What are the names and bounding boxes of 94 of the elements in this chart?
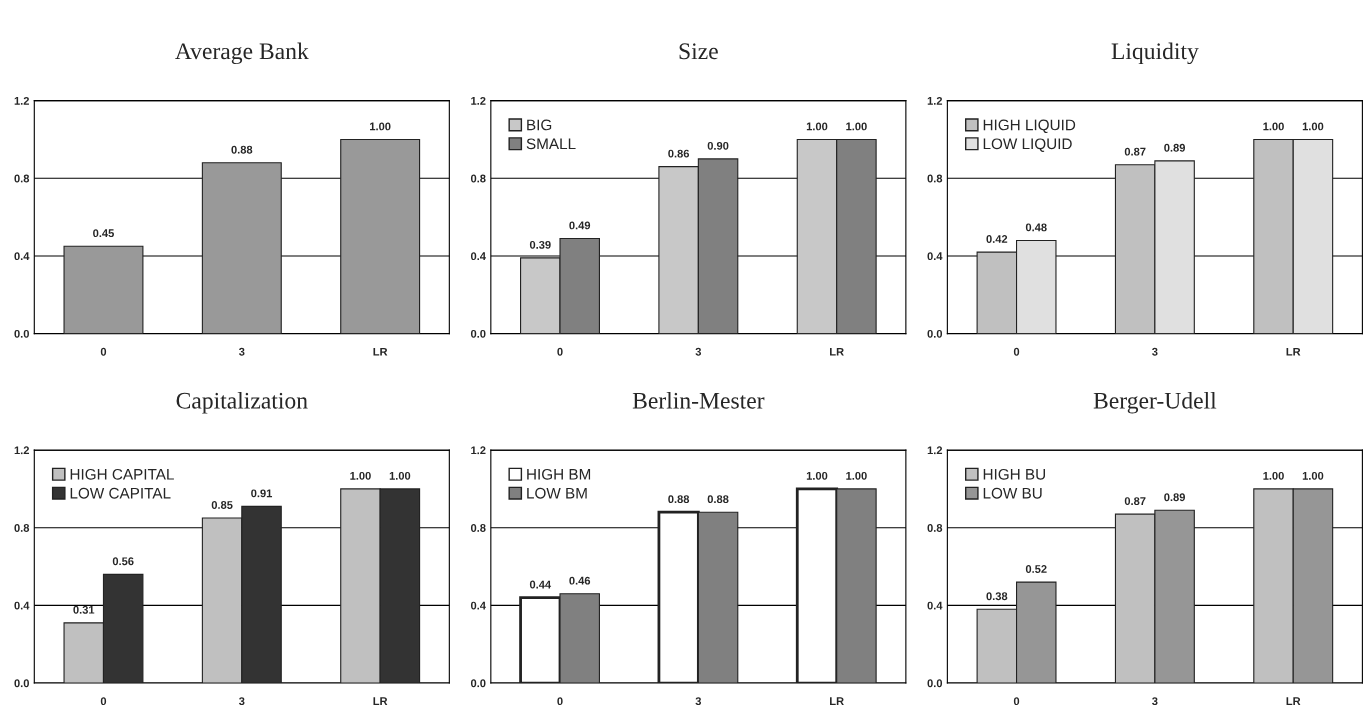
- data-label: 1.00: [370, 122, 391, 131]
- x-tick-label: 0: [1013, 697, 1020, 706]
- legend-label: HIGH CAPITAL: [70, 468, 174, 480]
- chart-title: Capitalization: [176, 392, 308, 414]
- data-label: 0.44: [529, 580, 552, 589]
- y-tick-label: 0.8: [927, 174, 943, 183]
- y-tick-label: 0.4: [14, 252, 30, 261]
- y-tick-label: 0.8: [470, 174, 486, 183]
- data-label: 0.39: [529, 240, 551, 249]
- y-tick-label: 0.0: [470, 679, 486, 688]
- data-label: 0.46: [569, 576, 591, 585]
- legend-label: BIG: [527, 119, 552, 131]
- y-tick-label: 0.8: [14, 524, 30, 532]
- bar: [63, 245, 144, 334]
- legend-label: LOW BM: [527, 487, 587, 499]
- data-label: 0.86: [668, 149, 690, 158]
- bar: [201, 162, 282, 334]
- x-tick-label: LR: [830, 697, 844, 705]
- data-label: 0.88: [668, 495, 690, 504]
- y-tick-label: 0.8: [14, 174, 30, 183]
- y-tick-label: 0.4: [470, 252, 486, 261]
- bar: [340, 138, 421, 334]
- y-tick-label: 0.4: [927, 252, 943, 261]
- data-label: 0.90: [707, 141, 729, 150]
- data-label: 0.88: [231, 145, 253, 154]
- data-label: 0.89: [1164, 493, 1185, 502]
- data-label: 1.00: [1302, 122, 1324, 131]
- data-label: 0.38: [986, 592, 1008, 601]
- chart-title: Berger-Udell: [1093, 392, 1217, 414]
- y-tick-label: 0.8: [470, 524, 486, 532]
- x-tick-label: 3: [238, 697, 245, 706]
- y-tick-label: 0.0: [927, 679, 943, 688]
- data-label: 1.00: [846, 471, 867, 480]
- y-tick-label: 1.2: [471, 96, 486, 105]
- x-tick-label: LR: [373, 697, 388, 705]
- y-tick-label: 0.4: [927, 601, 943, 610]
- y-tick-label: 1.2: [14, 96, 29, 105]
- data-label: 0.85: [211, 501, 233, 509]
- legend-label: LOW CAPITAL: [70, 487, 171, 499]
- legend-label: HIGH BM: [527, 468, 591, 480]
- x-tick-label: 3: [695, 697, 702, 706]
- data-label: 1.00: [389, 471, 411, 480]
- y-tick-label: 1.2: [927, 96, 943, 105]
- data-label: 0.52: [1025, 565, 1047, 573]
- data-label: 0.91: [251, 489, 273, 498]
- data-label: 1.00: [350, 471, 371, 480]
- chart-title: Size: [679, 43, 718, 60]
- y-tick-label: 0.4: [14, 601, 30, 610]
- y-tick-label: 0.0: [14, 329, 29, 338]
- x-tick-label: 0: [557, 347, 563, 356]
- data-label: 0.56: [112, 557, 134, 566]
- y-tick-label: 0.0: [470, 329, 486, 338]
- data-label: 1.00: [1263, 122, 1284, 131]
- data-label: 0.87: [1124, 147, 1146, 156]
- x-tick-label: 0: [1013, 347, 1020, 356]
- data-label: 1.00: [806, 122, 828, 131]
- legend-label: LOW BU: [983, 487, 1042, 499]
- data-label: 0.45: [93, 229, 114, 238]
- data-label: 0.48: [1025, 223, 1047, 232]
- data-label: 0.31: [73, 605, 95, 614]
- legend-label: LOW LIQUID: [983, 138, 1072, 152]
- data-label: 1.00: [846, 122, 867, 131]
- data-label: 1.00: [806, 471, 828, 480]
- x-tick-label: 3: [1152, 697, 1158, 706]
- legend-label: HIGH LIQUID: [983, 119, 1076, 134]
- data-label: 1.00: [1263, 471, 1284, 480]
- x-tick-label: LR: [1286, 697, 1301, 705]
- data-label: 0.89: [1164, 143, 1185, 152]
- data-label: 0.87: [1124, 497, 1146, 506]
- legend-label: SMALL: [526, 138, 576, 150]
- legend-label: HIGH BU: [983, 468, 1045, 480]
- y-tick-label: 1.2: [471, 446, 486, 455]
- y-tick-label: 0.8: [927, 524, 943, 532]
- chart-title: Liquidity: [1111, 42, 1199, 65]
- y-tick-label: 0.4: [470, 601, 486, 610]
- y-tick-label: 1.2: [14, 446, 29, 455]
- x-tick-label: LR: [373, 347, 388, 356]
- chart-title: Average Bank: [175, 42, 309, 65]
- x-tick-label: 0: [557, 697, 563, 706]
- chart-title: Berlin-Mester: [632, 392, 765, 409]
- x-tick-label: 3: [1152, 347, 1158, 356]
- y-tick-label: 0.0: [14, 679, 29, 688]
- x-tick-label: 3: [695, 347, 702, 356]
- y-tick-label: 0.0: [927, 329, 943, 338]
- x-tick-label: LR: [830, 347, 844, 356]
- y-tick-label: 1.2: [927, 446, 943, 455]
- x-tick-label: 0: [100, 697, 107, 706]
- data-label: 0.49: [569, 221, 591, 230]
- x-tick-label: LR: [1286, 347, 1301, 356]
- x-tick-label: 0: [100, 347, 107, 356]
- x-tick-label: 3: [238, 347, 245, 356]
- data-label: 0.88: [707, 495, 729, 504]
- data-label: 1.00: [1302, 471, 1324, 480]
- data-label: 0.42: [986, 235, 1008, 243]
